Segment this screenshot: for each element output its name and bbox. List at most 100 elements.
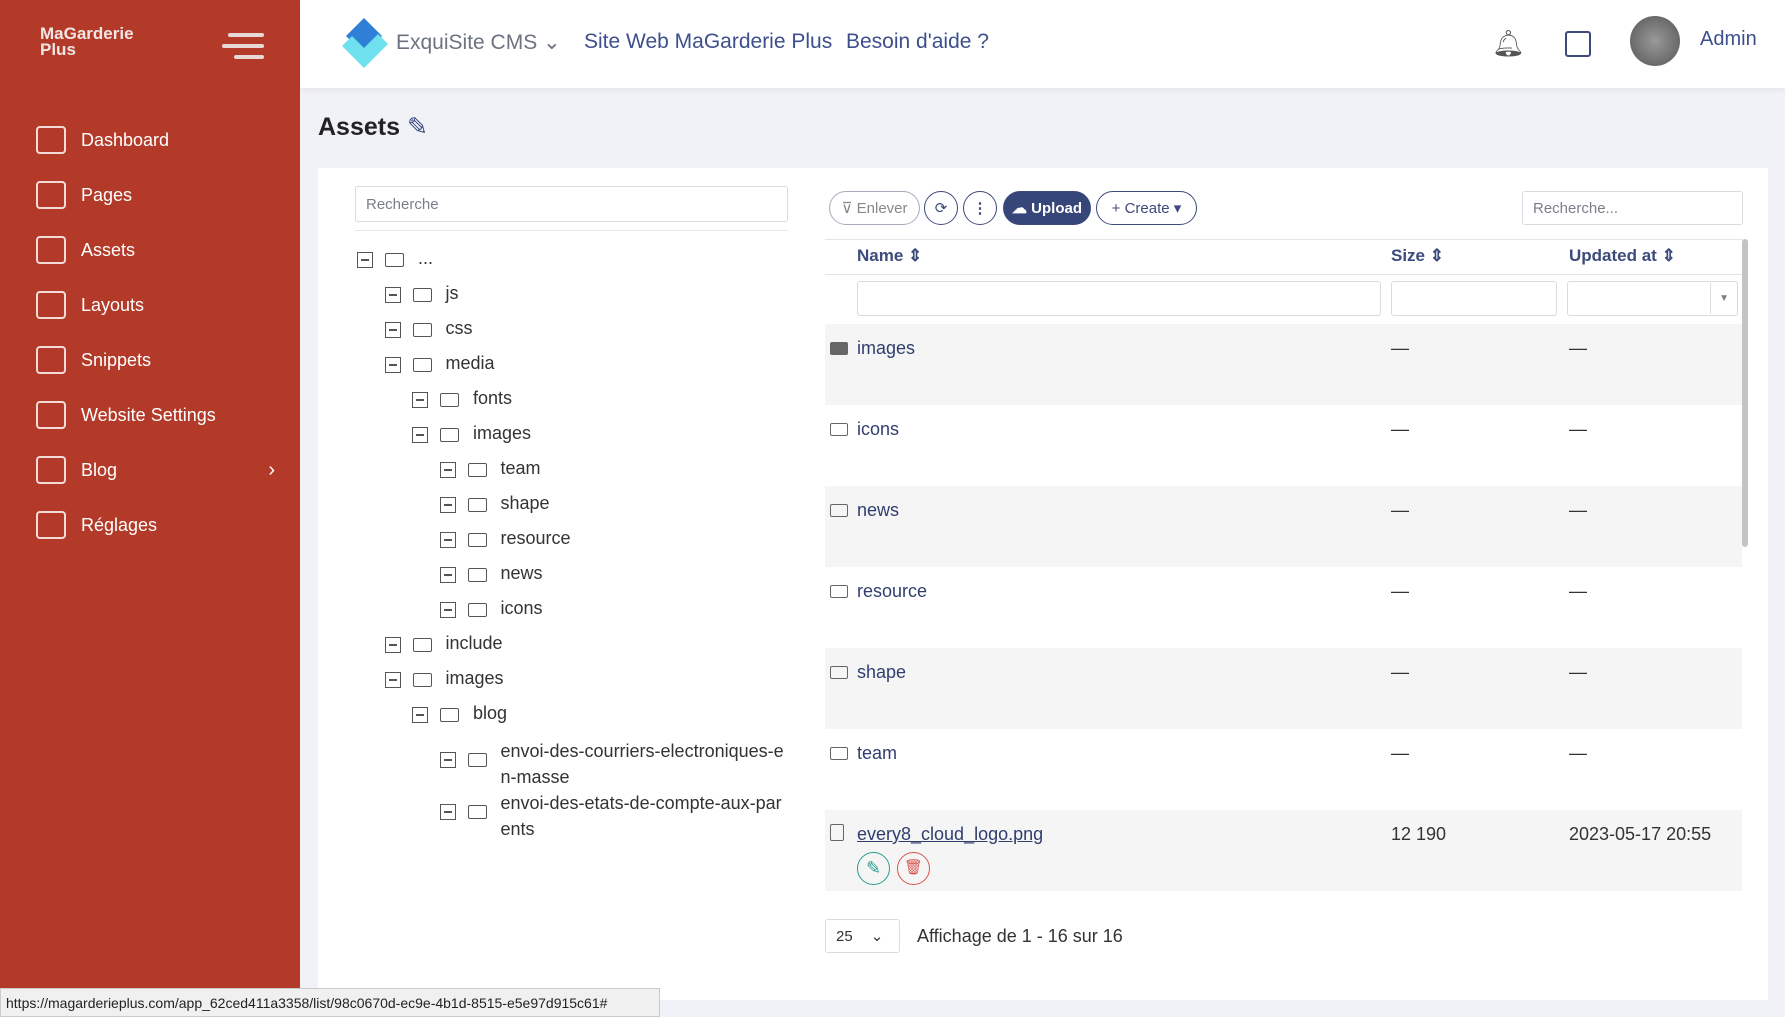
collapse-icon[interactable]: [439, 567, 456, 583]
tree-node[interactable]: blog: [412, 703, 790, 738]
cms-switcher[interactable]: ExquiSite CMS ⌄: [396, 31, 561, 54]
edit-title-icon[interactable]: ✎: [406, 113, 428, 141]
size-filter-input[interactable]: [1391, 281, 1557, 316]
collapse-icon[interactable]: [439, 532, 456, 548]
sidebar-item-label: Snippets: [81, 349, 152, 370]
collapse-icon[interactable]: [439, 602, 456, 618]
sidebar-item-label: Dashboard: [81, 129, 170, 150]
collapse-icon[interactable]: [439, 497, 456, 513]
image-icon: [36, 236, 66, 264]
column-updated[interactable]: Updated at ⇕: [1569, 246, 1676, 265]
tree-node[interactable]: team: [439, 458, 791, 493]
sidebar-item-pages[interactable]: Pages: [0, 173, 300, 217]
column-size[interactable]: Size ⇕: [1391, 246, 1444, 265]
collapse-icon[interactable]: [384, 672, 401, 688]
tree-node[interactable]: shape: [439, 493, 791, 528]
tree-node[interactable]: media: [384, 353, 791, 388]
collapse-icon[interactable]: [384, 322, 401, 338]
sidebar-item-label: Assets: [81, 239, 136, 260]
table-row[interactable]: news — —: [825, 486, 1742, 567]
table-row[interactable]: team — —: [825, 729, 1742, 810]
collapse-icon[interactable]: [384, 637, 401, 653]
table-search-input[interactable]: Recherche...: [1522, 191, 1743, 225]
collapse-icon[interactable]: [357, 252, 373, 268]
tree-node-label: blog: [473, 703, 508, 723]
brand-name: MaGarderie: [40, 24, 134, 43]
tree-node[interactable]: include: [384, 633, 791, 668]
folder-icon: [412, 288, 432, 302]
asset-name[interactable]: shape: [857, 662, 907, 682]
table-row[interactable]: shape — —: [825, 648, 1742, 729]
layout-icon: [36, 291, 66, 319]
tree-node[interactable]: icons: [439, 598, 791, 633]
folder-icon: [467, 805, 487, 819]
asset-updated: —: [1569, 419, 1587, 439]
collapse-icon[interactable]: [439, 804, 456, 820]
table-row[interactable]: icons — —: [825, 405, 1742, 486]
gauge-icon: [36, 126, 66, 154]
divider: [825, 274, 1742, 275]
collapse-icon[interactable]: [384, 287, 401, 303]
refresh-icon[interactable]: ⟳: [924, 191, 958, 225]
tree-node[interactable]: js: [384, 283, 791, 318]
table-row[interactable]: every8_cloud_logo.png 12 190 2023-05-17 20…: [825, 810, 1742, 891]
edit-icon[interactable]: ✎: [857, 852, 890, 885]
asset-name[interactable]: news: [857, 500, 900, 520]
per-page-select[interactable]: 25 ⌄: [825, 919, 900, 953]
bell-icon[interactable]: 🔔︎: [1492, 28, 1526, 58]
create-button[interactable]: + Create ▾: [1096, 191, 1197, 225]
sidebar-item-layouts[interactable]: Layouts: [0, 283, 300, 327]
sidebar-item-assets[interactable]: Assets: [0, 228, 300, 272]
asset-name[interactable]: icons: [857, 419, 900, 439]
asset-name[interactable]: team: [857, 743, 898, 763]
collapse-icon[interactable]: [439, 462, 456, 478]
tree-node-label: resource: [500, 528, 571, 548]
upload-button[interactable]: ☁ Upload: [1003, 191, 1091, 225]
sidebar-item-r-glages[interactable]: Réglages: [0, 503, 300, 547]
help-link[interactable]: Besoin d'aide ?: [846, 30, 989, 53]
tree-node[interactable]: images: [412, 423, 790, 458]
scrollbar[interactable]: [1742, 239, 1748, 547]
table-row[interactable]: images — —: [825, 324, 1742, 405]
site-link[interactable]: Site Web MaGarderie Plus: [584, 30, 833, 53]
sidebar-item-snippets[interactable]: Snippets: [0, 338, 300, 382]
asset-updated: —: [1569, 743, 1587, 763]
folder-icon: [830, 585, 848, 598]
collapse-icon[interactable]: [439, 752, 456, 768]
collapse-icon[interactable]: [412, 427, 428, 443]
tree-node-label: shape: [500, 493, 550, 513]
date-filter-select[interactable]: ▼: [1567, 281, 1738, 316]
sidebar-item-website-settings[interactable]: Website Settings: [0, 393, 300, 437]
column-name[interactable]: Name ⇕: [857, 246, 923, 265]
tree-node[interactable]: envoi-des-etats-de-compte-aux-parents: [439, 790, 791, 842]
brand-logo[interactable]: MaGarderie Plus: [40, 24, 134, 58]
sidebar-item-dashboard[interactable]: Dashboard: [0, 118, 300, 162]
avatar[interactable]: [1630, 16, 1680, 66]
tree-node[interactable]: resource: [439, 528, 791, 563]
calendar-icon[interactable]: [1565, 31, 1591, 57]
asset-name[interactable]: every8_cloud_logo.png: [857, 824, 1044, 844]
menu-toggle-icon[interactable]: [222, 33, 264, 66]
remove-filter-button[interactable]: ⊽ Enlever: [829, 191, 920, 225]
collapse-icon[interactable]: [412, 392, 428, 408]
asset-updated: —: [1569, 662, 1587, 682]
sidebar-item-blog[interactable]: Blog ›: [0, 448, 300, 492]
table-row[interactable]: resource — —: [825, 567, 1742, 648]
more-options-icon[interactable]: ⋮: [963, 191, 997, 225]
tree-node[interactable]: envoi-des-courriers-electroniques-en-mas…: [439, 738, 791, 790]
tree-node[interactable]: images: [384, 668, 791, 703]
trash-icon[interactable]: 🗑︎: [897, 852, 930, 885]
sidebar-item-label: Réglages: [81, 514, 158, 535]
tree-node[interactable]: ...: [357, 248, 790, 283]
tree-node[interactable]: news: [439, 563, 791, 598]
name-filter-input[interactable]: [857, 281, 1381, 316]
tree-node[interactable]: css: [384, 318, 791, 353]
tree-search-input[interactable]: Recherche: [355, 186, 788, 222]
asset-name[interactable]: resource: [857, 581, 928, 601]
collapse-icon[interactable]: [384, 357, 401, 373]
user-name[interactable]: Admin: [1700, 28, 1757, 50]
asset-size: —: [1391, 662, 1409, 682]
asset-name[interactable]: images: [857, 338, 916, 358]
collapse-icon[interactable]: [412, 707, 428, 723]
tree-node[interactable]: fonts: [412, 388, 790, 423]
